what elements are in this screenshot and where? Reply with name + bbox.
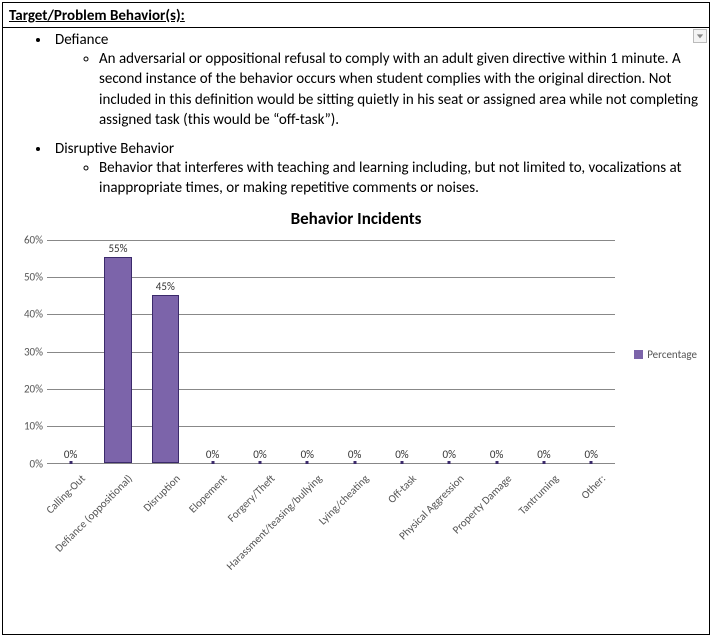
chart-plot-area: 0% 55% 45% 0% 0% 0% 0% 0% 0% 0% 0% 0% [47, 240, 615, 464]
bar-slot: 0% [284, 240, 331, 463]
x-label-slot: Disruption [142, 466, 189, 556]
bar-slot: 0% [426, 240, 473, 463]
bar-value-label: 0% [537, 448, 550, 463]
y-tick-label: 50% [11, 270, 43, 283]
x-label-slot: Tantruming [520, 466, 567, 556]
bar-value-label: 0% [253, 448, 266, 463]
x-tick-label: Tantruming [516, 472, 561, 517]
y-tick-label: 20% [11, 382, 43, 395]
bar-slot: 0% [331, 240, 378, 463]
bars-row: 0% 55% 45% 0% 0% 0% 0% 0% 0% 0% 0% 0% [47, 240, 615, 463]
x-label-slot: Property Damage [473, 466, 520, 556]
x-tick-label: Other: [579, 472, 609, 502]
y-tick-label: 60% [11, 233, 43, 246]
bar-slot: 0% [473, 240, 520, 463]
bar-value-label: 45% [156, 280, 175, 295]
dropdown-icon[interactable] [693, 29, 707, 43]
bar-value-label: 0% [301, 448, 314, 463]
chart-legend: Percentage [634, 348, 697, 361]
behavior-list: Defiance An adversarial or oppositional … [3, 30, 709, 208]
bar-value-label: 55% [108, 242, 127, 257]
section-header: Target/Problem Behavior(s): [3, 3, 709, 28]
y-tick-label: 30% [11, 345, 43, 358]
bar-value-label: 0% [206, 448, 219, 463]
behavior-name: Disruptive Behavior [55, 140, 174, 158]
bar-value-label: 0% [395, 448, 408, 463]
bar-slot: 0% [47, 240, 94, 463]
chart-title: Behavior Incidents [11, 208, 701, 229]
bar-slot: 0% [568, 240, 615, 463]
legend-swatch [634, 350, 643, 359]
behavior-sublist: An adversarial or oppositional refusal t… [59, 49, 699, 130]
behavior-sublist: Behavior that interferes with teaching a… [59, 158, 699, 199]
bar [152, 295, 179, 463]
bar-slot: 55% [94, 240, 141, 463]
y-tick-label: 0% [11, 457, 43, 470]
x-label-slot: Lying/cheating [331, 466, 378, 556]
bar-slot: 0% [520, 240, 567, 463]
x-tick-label: Off-task [385, 472, 419, 506]
bar [104, 257, 131, 462]
x-axis-labels: Calling-OutDefiance (oppositional)Disrup… [47, 466, 615, 556]
x-label-slot: Defiance (oppositional) [94, 466, 141, 556]
y-tick-label: 10% [11, 420, 43, 433]
behavior-definition: An adversarial or oppositional refusal t… [99, 49, 699, 130]
behavior-definition: Behavior that interferes with teaching a… [99, 158, 699, 199]
bar-slot: 0% [378, 240, 425, 463]
document-frame: Target/Problem Behavior(s): Defiance An … [2, 2, 710, 635]
bar-value-label: 0% [585, 448, 598, 463]
bar-value-label: 0% [348, 448, 361, 463]
behavior-chart: Behavior Incidents 0%10%20%30%40%50%60% … [11, 208, 701, 578]
bar-value-label: 0% [64, 448, 77, 463]
x-tick-label: Elopement [186, 472, 230, 516]
y-tick-label: 40% [11, 308, 43, 321]
list-item: Defiance An adversarial or oppositional … [51, 30, 709, 139]
behavior-name: Defiance [55, 31, 108, 49]
bar-slot: 45% [142, 240, 189, 463]
x-tick-label: Calling-Out [43, 472, 87, 516]
bar-value-label: 0% [490, 448, 503, 463]
legend-label: Percentage [647, 348, 697, 361]
x-tick-label: Disruption [140, 472, 182, 514]
list-item: Disruptive Behavior Behavior that interf… [51, 139, 709, 208]
bar-slot: 0% [236, 240, 283, 463]
x-label-slot: Other: [568, 466, 615, 556]
bar-slot: 0% [189, 240, 236, 463]
bar-value-label: 0% [443, 448, 456, 463]
